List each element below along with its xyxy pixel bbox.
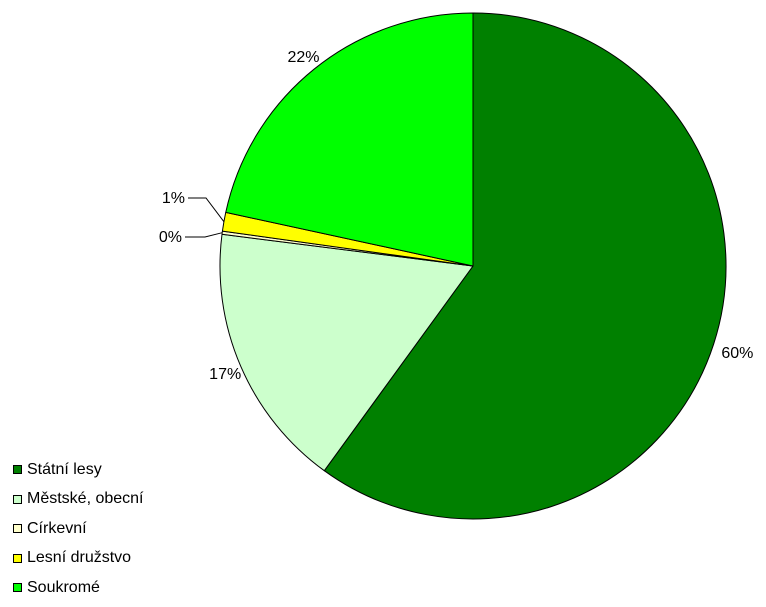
legend-label: Církevní [27,519,87,537]
pie-slice-0 [323,12,727,520]
percent-label-4: 22% [287,49,319,66]
legend: Státní lesy Městské, obecní Církevní Les… [13,455,144,603]
legend-swatch [13,553,22,563]
legend-label: Lesní družstvo [27,549,132,567]
percent-label-0: 60% [721,345,753,362]
legend-swatch [13,465,22,475]
pie-slices [219,12,727,520]
leader-line-3 [188,197,225,223]
legend-item-mestske-obecni: Městské, obecní [13,485,144,515]
legend-item-cirkevni: Církevní [13,514,144,544]
pie-slice-1 [219,233,474,472]
percent-label-1: 17% [209,366,241,383]
legend-label: Městské, obecní [27,490,144,508]
legend-label: Státní lesy [27,460,102,478]
legend-swatch [13,494,22,504]
leader-line-2 [185,232,223,238]
pie-slice-4 [225,12,474,267]
legend-item-statni-lesy: Státní lesy [13,455,144,485]
legend-swatch [13,583,22,593]
percent-labels: 60% 17% 0% 1% 22% [159,49,754,383]
legend-swatch [13,524,22,534]
percent-label-2: 0% [159,229,182,246]
legend-label: Soukromé [27,578,100,596]
leader-lines [185,197,225,238]
legend-item-soukrome: Soukromé [13,573,144,603]
legend-item-lesni-druzstvo: Lesní družstvo [13,544,144,574]
percent-label-3: 1% [162,190,185,207]
